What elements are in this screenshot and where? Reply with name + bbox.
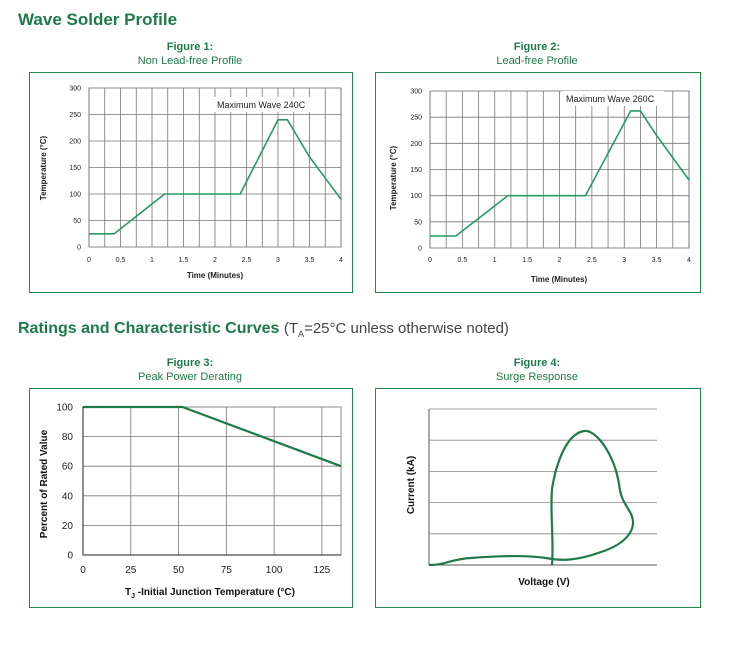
figure2-panel: 0 0.5 1 1.5 2 2.5 3 3.5 4 0 50 100 150 200 250 300 Maxim… bbox=[375, 72, 701, 293]
y-tick-label: 60 bbox=[62, 462, 74, 473]
section-heading-ratings: Ratings and Characteristic Curves (TA=25… bbox=[18, 320, 509, 339]
x-tick-label: 3 bbox=[622, 257, 626, 264]
x-tick-label: 0 bbox=[87, 257, 91, 264]
x-tick-label: 4 bbox=[687, 257, 691, 264]
x-axis-label: TJ -Initial Junction Temperature (°C) bbox=[125, 587, 295, 600]
x-tick-label: 25 bbox=[125, 565, 137, 576]
figure2-chart: 0 0.5 1 1.5 2 2.5 3 3.5 4 0 50 100 150 200 250 300 Maxim… bbox=[389, 88, 691, 284]
y-tick-label: 150 bbox=[69, 165, 81, 172]
x-tick-label: 2.5 bbox=[587, 257, 597, 264]
section-heading-wave-solder: Wave Solder Profile bbox=[18, 10, 178, 29]
surge-response-curve bbox=[428, 429, 634, 567]
y-tick-label: 0 bbox=[418, 245, 422, 252]
y-tick-label: 0 bbox=[77, 244, 81, 251]
y-tick-label: 100 bbox=[410, 193, 422, 200]
y-axis-label: Percent of Rated Value bbox=[39, 429, 50, 538]
figure2-title: Figure 2: Lead-free Profile bbox=[496, 41, 578, 67]
x-tick-label: 0 bbox=[428, 257, 432, 264]
ratings-heading-main: Ratings and Characteristic Curves bbox=[18, 320, 280, 337]
y-tick-label: 20 bbox=[62, 521, 74, 532]
annotation-background bbox=[214, 97, 310, 112]
y-tick-label: 200 bbox=[410, 141, 422, 148]
x-axis-label: Time (Minutes) bbox=[531, 275, 588, 284]
figure4-title: Figure 4: Surge Response bbox=[496, 357, 578, 383]
y-tick-label: 300 bbox=[410, 88, 422, 95]
annotation-max-wave: Maximum Wave 260C bbox=[566, 94, 655, 104]
x-tick-label: 3 bbox=[276, 257, 280, 264]
x-tick-label: 2 bbox=[213, 257, 217, 264]
y-tick-label: 200 bbox=[69, 138, 81, 145]
y-tick-label: 250 bbox=[69, 112, 81, 119]
x-tick-label: 0.5 bbox=[458, 257, 468, 264]
x-tick-label: 4 bbox=[339, 257, 343, 264]
y-tick-label: 100 bbox=[69, 191, 81, 198]
x-tick-label: 1 bbox=[150, 257, 154, 264]
figure1-title: Figure 1: Non Lead-free Profile bbox=[137, 41, 243, 67]
figure3-panel: 0 25 50 75 100 125 0 20 40 60 80 100 TJ -Initial Jun… bbox=[29, 388, 353, 608]
x-axis-label: Time (Minutes) bbox=[187, 271, 244, 280]
figure1-panel: 0 0.5 1 1.5 2 2.5 3 3.5 4 0 50 100 150 200 250 300 Maxim… bbox=[29, 72, 353, 293]
y-tick-label: 100 bbox=[56, 403, 73, 414]
y-tick-label: 80 bbox=[62, 432, 74, 443]
plot-frame bbox=[82, 406, 342, 556]
y-tick-label: 0 bbox=[67, 551, 73, 562]
y-tick-label: 300 bbox=[69, 85, 81, 92]
figure3-title: Figure 3: Peak Power Derating bbox=[138, 357, 242, 383]
x-tick-label: 0 bbox=[80, 565, 86, 576]
annotation-background bbox=[562, 91, 664, 106]
figure4-panel: Voltage (V) Current (kA) bbox=[375, 388, 701, 608]
y-tick-label: 250 bbox=[410, 115, 422, 122]
annotation-max-wave: Maximum Wave 240C bbox=[217, 100, 306, 110]
figure3-chart: 0 25 50 75 100 125 0 20 40 60 80 100 TJ -Initial Jun… bbox=[39, 403, 342, 600]
x-tick-label: 50 bbox=[173, 565, 185, 576]
x-tick-label: 3.5 bbox=[305, 257, 315, 264]
y-tick-label: 40 bbox=[62, 491, 74, 502]
y-axis-label: Temperature (°C) bbox=[389, 145, 398, 210]
x-tick-label: 125 bbox=[314, 565, 331, 576]
x-tick-label: 75 bbox=[221, 565, 233, 576]
y-tick-label: 50 bbox=[73, 218, 81, 225]
y-axis-label: Current (kA) bbox=[406, 456, 417, 514]
y-tick-label: 50 bbox=[414, 219, 422, 226]
x-tick-label: 1.5 bbox=[179, 257, 189, 264]
y-tick-label: 150 bbox=[410, 167, 422, 174]
x-tick-label: 2 bbox=[558, 257, 562, 264]
x-axis-label: Voltage (V) bbox=[518, 577, 569, 588]
x-tick-label: 3.5 bbox=[652, 257, 662, 264]
data-series-line bbox=[89, 118, 342, 235]
x-tick-label: 0.5 bbox=[116, 257, 126, 264]
data-series-line bbox=[83, 405, 342, 468]
x-tick-label: 1 bbox=[493, 257, 497, 264]
x-tick-label: 2.5 bbox=[242, 257, 252, 264]
y-axis-label: Temperature (°C) bbox=[39, 135, 48, 200]
x-tick-label: 1.5 bbox=[522, 257, 532, 264]
ratings-heading-note: (TA=25°C unless otherwise noted) bbox=[283, 320, 509, 339]
figure4-chart: Voltage (V) Current (kA) bbox=[406, 408, 657, 588]
figure1-chart: 0 0.5 1 1.5 2 2.5 3 3.5 4 0 50 100 150 200 250 300 Maxim… bbox=[39, 85, 343, 280]
data-series-line bbox=[430, 110, 690, 237]
x-tick-label: 100 bbox=[266, 565, 283, 576]
